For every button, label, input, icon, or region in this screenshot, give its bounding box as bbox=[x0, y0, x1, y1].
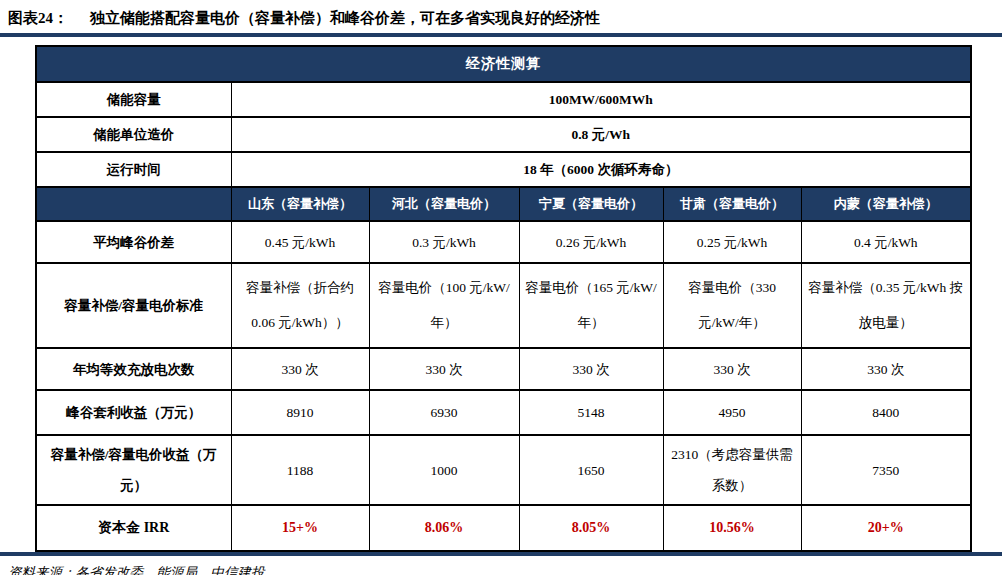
row-label: 资本金 IRR bbox=[36, 505, 231, 551]
row-capacity-price-standard: 容量补偿/容量电价标准 容量补偿（折合约 0.06 元/kWh）） 容量电价（1… bbox=[36, 263, 971, 348]
title-divider-rule bbox=[0, 33, 1002, 37]
info-value: 100MW/600MWh bbox=[231, 82, 971, 117]
table-banner-row: 经济性测算 bbox=[36, 46, 971, 82]
cell-value: 8910 bbox=[231, 390, 369, 435]
row-label: 平均峰谷价差 bbox=[36, 221, 231, 263]
row-equity-irr: 资本金 IRR 15+% 8.06% 8.05% 10.56% 20+% bbox=[36, 505, 971, 551]
cell-value: 330 次 bbox=[519, 348, 663, 390]
column-header-ningxia: 宁夏（容量电价） bbox=[519, 187, 663, 221]
figure-label: 图表24： bbox=[8, 9, 68, 28]
info-label: 储能容量 bbox=[36, 82, 231, 117]
cell-irr-value: 15+% bbox=[231, 505, 369, 551]
cell-value: 1650 bbox=[519, 435, 663, 505]
cell-value: 容量电价（165 元/kW/年） bbox=[519, 263, 663, 348]
table-banner: 经济性测算 bbox=[36, 46, 971, 82]
cell-value: 1188 bbox=[231, 435, 369, 505]
cell-value: 330 次 bbox=[663, 348, 801, 390]
cell-value: 容量补偿（折合约 0.06 元/kWh）） bbox=[231, 263, 369, 348]
info-value: 18 年（6000 次循环寿命） bbox=[231, 152, 971, 187]
cell-value: 0.4 元/kWh bbox=[801, 221, 971, 263]
cell-value: 容量电价（330 元/kW/年） bbox=[663, 263, 801, 348]
economics-table: 经济性测算 储能容量 100MW/600MWh 储能单位造价 0.8 元/Wh … bbox=[35, 45, 972, 552]
column-header-empty bbox=[36, 187, 231, 221]
info-label: 储能单位造价 bbox=[36, 117, 231, 152]
info-row-unit-cost: 储能单位造价 0.8 元/Wh bbox=[36, 117, 971, 152]
cell-value: 4950 bbox=[663, 390, 801, 435]
cell-value: 1000 bbox=[369, 435, 519, 505]
cell-value: 2310（考虑容量供需系数） bbox=[663, 435, 801, 505]
row-peak-valley-spread: 平均峰谷价差 0.45 元/kWh 0.3 元/kWh 0.26 元/kWh 0… bbox=[36, 221, 971, 263]
cell-value: 7350 bbox=[801, 435, 971, 505]
cell-value: 330 次 bbox=[369, 348, 519, 390]
report-figure-page: 图表24： 独立储能搭配容量电价（容量补偿）和峰谷价差，可在多省实现良好的经济性… bbox=[0, 0, 1002, 575]
row-annual-cycles: 年均等效充放电次数 330 次 330 次 330 次 330 次 330 次 bbox=[36, 348, 971, 390]
column-header-shandong: 山东（容量补偿） bbox=[231, 187, 369, 221]
row-arbitrage-revenue: 峰谷套利收益（万元） 8910 6930 5148 4950 8400 bbox=[36, 390, 971, 435]
cell-value: 8400 bbox=[801, 390, 971, 435]
cell-value: 0.25 元/kWh bbox=[663, 221, 801, 263]
cell-value: 330 次 bbox=[801, 348, 971, 390]
column-header-hebei: 河北（容量电价） bbox=[369, 187, 519, 221]
cell-value: 容量补偿（0.35 元/kWh 按放电量） bbox=[801, 263, 971, 348]
column-header-neimeng: 内蒙（容量补偿） bbox=[801, 187, 971, 221]
row-label: 容量补偿/容量电价收益（万元） bbox=[36, 435, 231, 505]
row-capacity-revenue: 容量补偿/容量电价收益（万元） 1188 1000 1650 2310（考虑容量… bbox=[36, 435, 971, 505]
cell-irr-value: 10.56% bbox=[663, 505, 801, 551]
cell-irr-value: 8.05% bbox=[519, 505, 663, 551]
figure-title: 独立储能搭配容量电价（容量补偿）和峰谷价差，可在多省实现良好的经济性 bbox=[90, 9, 600, 28]
cell-value: 0.45 元/kWh bbox=[231, 221, 369, 263]
info-value: 0.8 元/Wh bbox=[231, 117, 971, 152]
info-label: 运行时间 bbox=[36, 152, 231, 187]
cell-value: 0.26 元/kWh bbox=[519, 221, 663, 263]
cell-irr-value: 20+% bbox=[801, 505, 971, 551]
info-row-operation-time: 运行时间 18 年（6000 次循环寿命） bbox=[36, 152, 971, 187]
cell-irr-value: 8.06% bbox=[369, 505, 519, 551]
row-label: 年均等效充放电次数 bbox=[36, 348, 231, 390]
column-header-gansu: 甘肃（容量电价） bbox=[663, 187, 801, 221]
row-label: 峰谷套利收益（万元） bbox=[36, 390, 231, 435]
cell-value: 330 次 bbox=[231, 348, 369, 390]
province-header-row: 山东（容量补偿） 河北（容量电价） 宁夏（容量电价） 甘肃（容量电价） 内蒙（容… bbox=[36, 187, 971, 221]
cell-value: 6930 bbox=[369, 390, 519, 435]
row-label: 容量补偿/容量电价标准 bbox=[36, 263, 231, 348]
figure-header: 图表24： 独立储能搭配容量电价（容量补偿）和峰谷价差，可在多省实现良好的经济性 bbox=[0, 0, 1002, 28]
info-row-capacity: 储能容量 100MW/600MWh bbox=[36, 82, 971, 117]
source-note: 资料来源：各省发改委、能源局，中信建投 bbox=[0, 556, 1002, 575]
cell-value: 5148 bbox=[519, 390, 663, 435]
cell-value: 容量电价（100 元/kW/年） bbox=[369, 263, 519, 348]
cell-value: 0.3 元/kWh bbox=[369, 221, 519, 263]
